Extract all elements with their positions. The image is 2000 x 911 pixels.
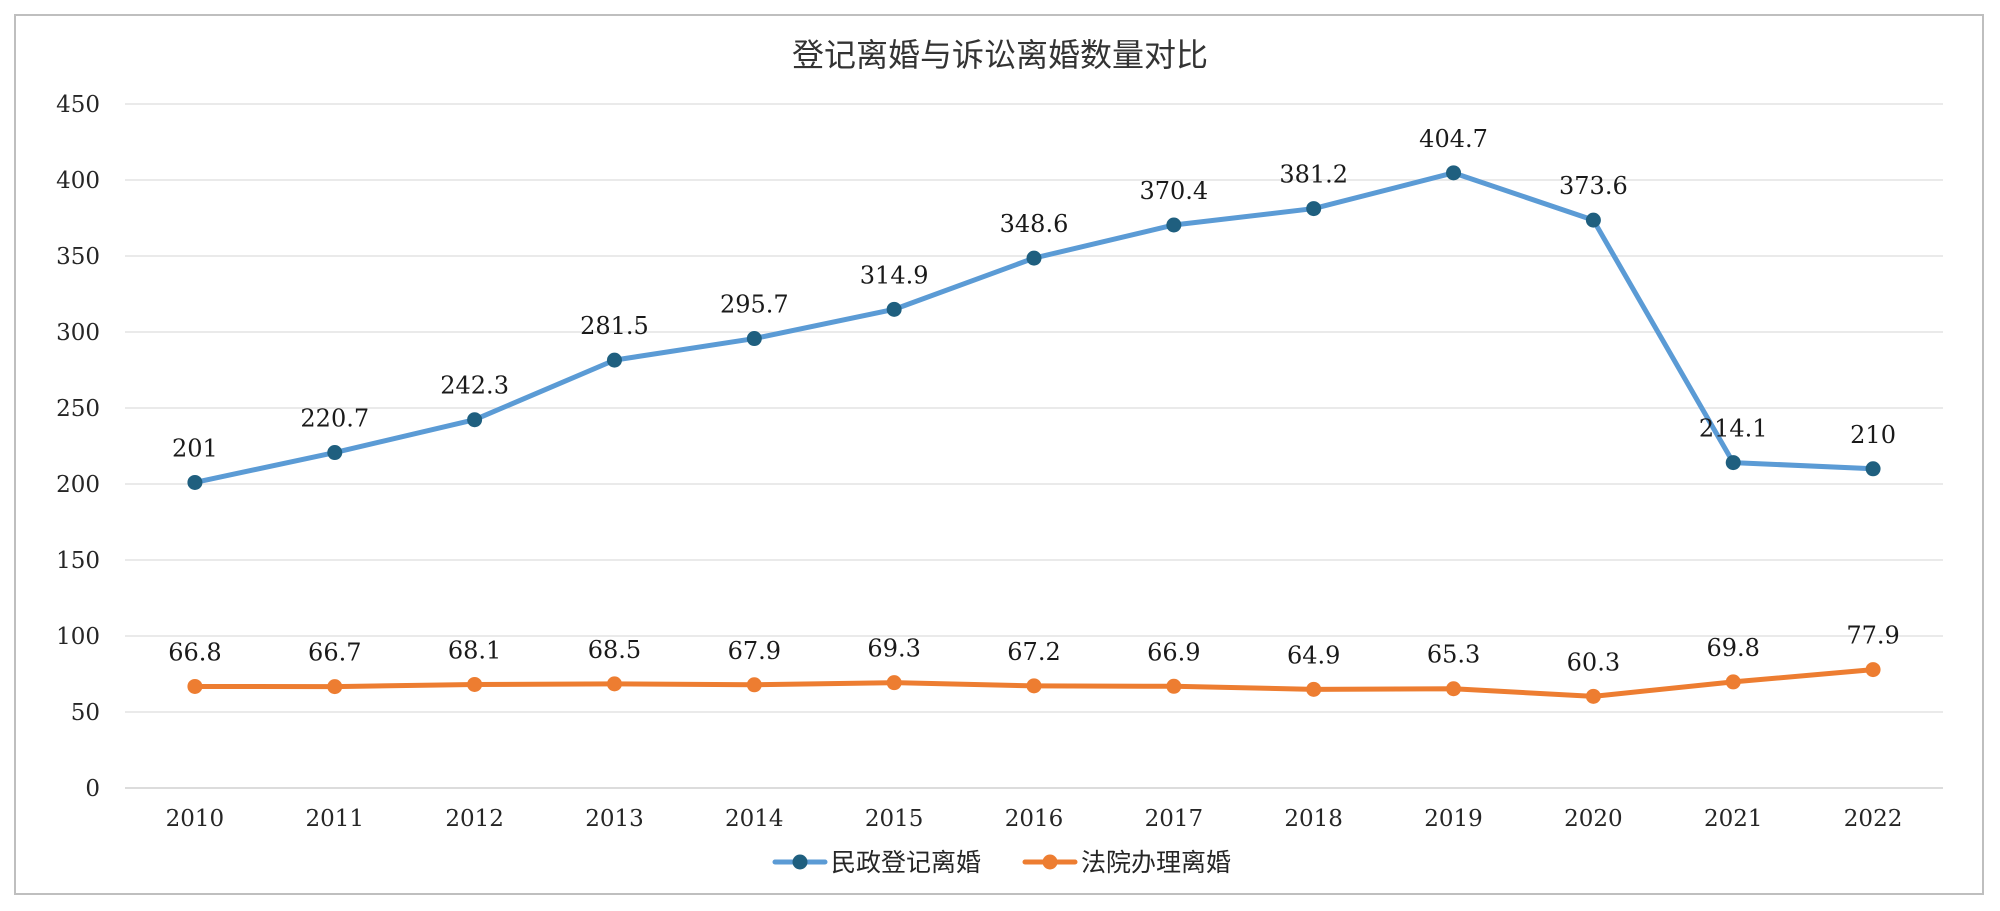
x-tick-label: 2019	[1424, 806, 1483, 832]
data-point	[1166, 217, 1182, 233]
data-point	[1026, 678, 1042, 694]
data-label: 65.3	[1427, 641, 1480, 669]
data-label: 404.7	[1419, 125, 1488, 153]
data-label: 66.8	[168, 638, 221, 666]
legend-label-2: 法院办理离婚	[1081, 848, 1231, 877]
data-point	[1306, 681, 1322, 697]
legend: 民政登记离婚 法院办理离婚	[772, 848, 1231, 877]
data-label: 67.9	[728, 637, 781, 665]
x-tick-label: 2012	[445, 806, 504, 832]
data-label: 64.9	[1287, 641, 1340, 669]
data-label: 381.2	[1279, 161, 1348, 189]
data-point	[886, 301, 902, 317]
x-tick-label: 2018	[1284, 806, 1343, 832]
legend-swatch-marker	[1042, 854, 1058, 870]
x-tick-label: 2010	[166, 806, 225, 832]
data-label: 201	[172, 434, 218, 462]
data-point	[187, 474, 203, 490]
y-tick-label: 200	[56, 472, 100, 498]
data-label: 242.3	[440, 372, 509, 400]
data-point	[1446, 165, 1462, 181]
y-tick-label: 300	[56, 320, 100, 346]
data-label: 281.5	[580, 312, 649, 340]
y-tick-label: 50	[71, 700, 100, 726]
y-tick-label: 350	[56, 244, 100, 270]
data-point	[1865, 461, 1881, 477]
data-label: 314.9	[860, 261, 929, 289]
data-point	[187, 678, 203, 694]
data-point	[1166, 678, 1182, 694]
data-point	[1446, 681, 1462, 697]
data-label: 77.9	[1846, 622, 1899, 650]
y-axis-ticks: 0 50 100 150 200 250 300 350 400 450	[56, 92, 100, 802]
data-label: 60.3	[1567, 648, 1620, 676]
data-label: 66.7	[308, 639, 361, 667]
y-tick-label: 0	[85, 776, 100, 802]
x-tick-label: 2015	[865, 806, 924, 832]
data-point	[606, 676, 622, 692]
data-point	[327, 679, 343, 695]
legend-swatch-marker	[792, 854, 808, 870]
x-tick-label: 2016	[1005, 806, 1064, 832]
data-label: 66.9	[1147, 638, 1200, 666]
data-label: 68.1	[448, 636, 501, 664]
data-point	[746, 331, 762, 347]
data-label: 69.8	[1707, 634, 1760, 662]
x-tick-label: 2014	[725, 806, 784, 832]
legend-label-1: 民政登记离婚	[831, 848, 981, 877]
data-label: 67.2	[1007, 638, 1060, 666]
series-group	[187, 165, 1881, 704]
data-point	[1585, 212, 1601, 228]
y-tick-label: 100	[56, 624, 100, 650]
data-point	[1306, 201, 1322, 217]
data-label: 210	[1850, 421, 1896, 449]
x-tick-label: 2022	[1844, 806, 1903, 832]
y-tick-label: 150	[56, 548, 100, 574]
data-labels: 201 220.7 242.3 281.5 295.7 314.9 348.6 370.4 38…	[168, 125, 1900, 676]
x-tick-label: 2021	[1704, 806, 1763, 832]
data-point	[1026, 250, 1042, 266]
data-point	[1865, 662, 1881, 678]
x-axis-ticks: 2010 2011 2012 2013 2014 2015 2016 2017 2018 2019…	[166, 806, 1903, 832]
x-tick-label: 2011	[305, 806, 364, 832]
data-label: 69.3	[867, 635, 920, 663]
data-point	[467, 676, 483, 692]
x-tick-label: 2020	[1564, 806, 1623, 832]
chart-title: 登记离婚与诉讼离婚数量对比	[792, 36, 1208, 74]
data-label: 295.7	[720, 291, 789, 319]
data-label: 373.6	[1559, 172, 1628, 200]
data-label: 68.5	[588, 636, 641, 664]
data-point	[606, 352, 622, 368]
data-point	[467, 412, 483, 428]
y-tick-label: 400	[56, 168, 100, 194]
data-point	[1585, 688, 1601, 704]
gridlines	[125, 103, 1943, 789]
x-tick-label: 2017	[1145, 806, 1204, 832]
chart-frame	[14, 14, 1984, 895]
data-label: 220.7	[300, 405, 369, 433]
data-point	[1725, 455, 1741, 471]
data-label: 348.6	[1000, 210, 1069, 238]
y-tick-label: 450	[56, 92, 100, 118]
data-point	[886, 675, 902, 691]
y-tick-label: 250	[56, 396, 100, 422]
data-point	[1725, 674, 1741, 690]
x-tick-label: 2013	[585, 806, 644, 832]
data-label: 214.1	[1699, 415, 1768, 443]
data-label: 370.4	[1139, 177, 1208, 205]
data-point	[327, 445, 343, 461]
data-point	[746, 677, 762, 693]
